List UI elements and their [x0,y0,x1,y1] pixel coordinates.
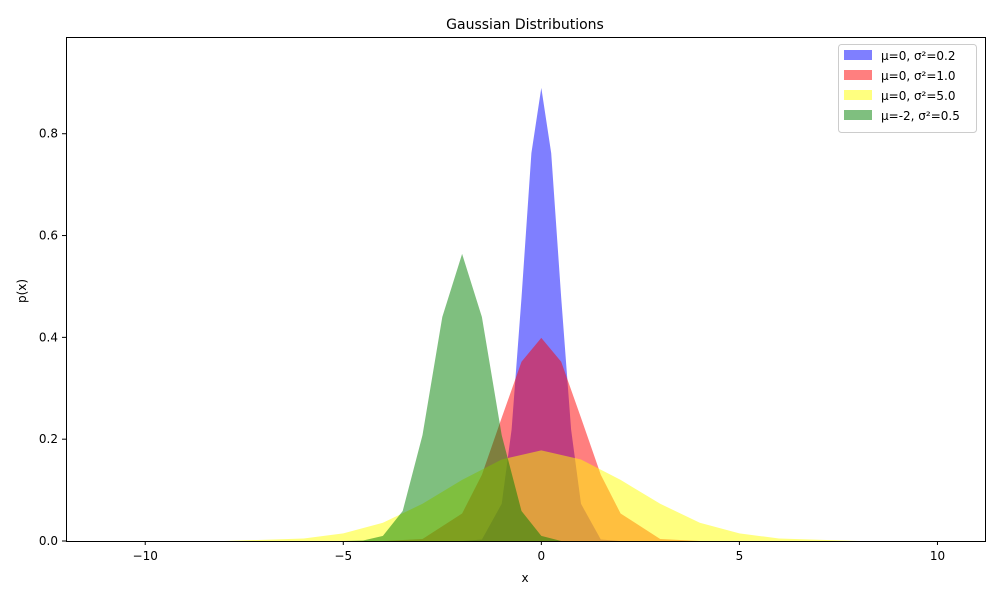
legend-box [838,44,977,133]
y-tick-label: 0.2 [39,432,58,446]
series-layer [145,87,938,542]
x-tick-label: −10 [133,549,158,563]
y-tick-label: 0.4 [39,330,58,344]
chart-title: Gaussian Distributions [446,17,604,33]
y-tick-label: 0.6 [39,229,58,243]
legend-swatch-2 [844,70,872,80]
legend-label-4: μ=-2, σ²=0.5 [881,109,960,123]
y-tick-label: 0.0 [39,534,58,548]
x-axis: −10 −5 0 5 10 [133,541,945,563]
legend-label-1: μ=0, σ²=0.2 [881,49,956,63]
legend-swatch-4 [844,110,872,120]
legend-label-3: μ=0, σ²=5.0 [881,89,956,103]
x-tick-label: 5 [736,549,744,563]
x-axis-label: x [521,571,528,585]
y-tick-label: 0.8 [39,127,58,141]
y-axis-label: p(x) [15,279,29,303]
x-tick-label: 10 [930,549,945,563]
series-area-1 [462,87,621,542]
series-area-2 [382,337,700,541]
x-tick-label: −5 [334,549,352,563]
legend: μ=0, σ²=0.2 μ=0, σ²=1.0 μ=0, σ²=5.0 μ=-2, σ… [838,44,977,133]
x-tick-label: 0 [538,549,546,563]
y-axis: 0.0 0.2 0.4 0.6 0.8 [39,127,66,548]
series-area-4 [343,253,562,541]
legend-swatch-3 [844,90,872,100]
legend-swatch-1 [844,50,872,60]
plot-frame [66,37,986,542]
series-area-3 [145,450,938,541]
legend-label-2: μ=0, σ²=1.0 [881,69,956,83]
